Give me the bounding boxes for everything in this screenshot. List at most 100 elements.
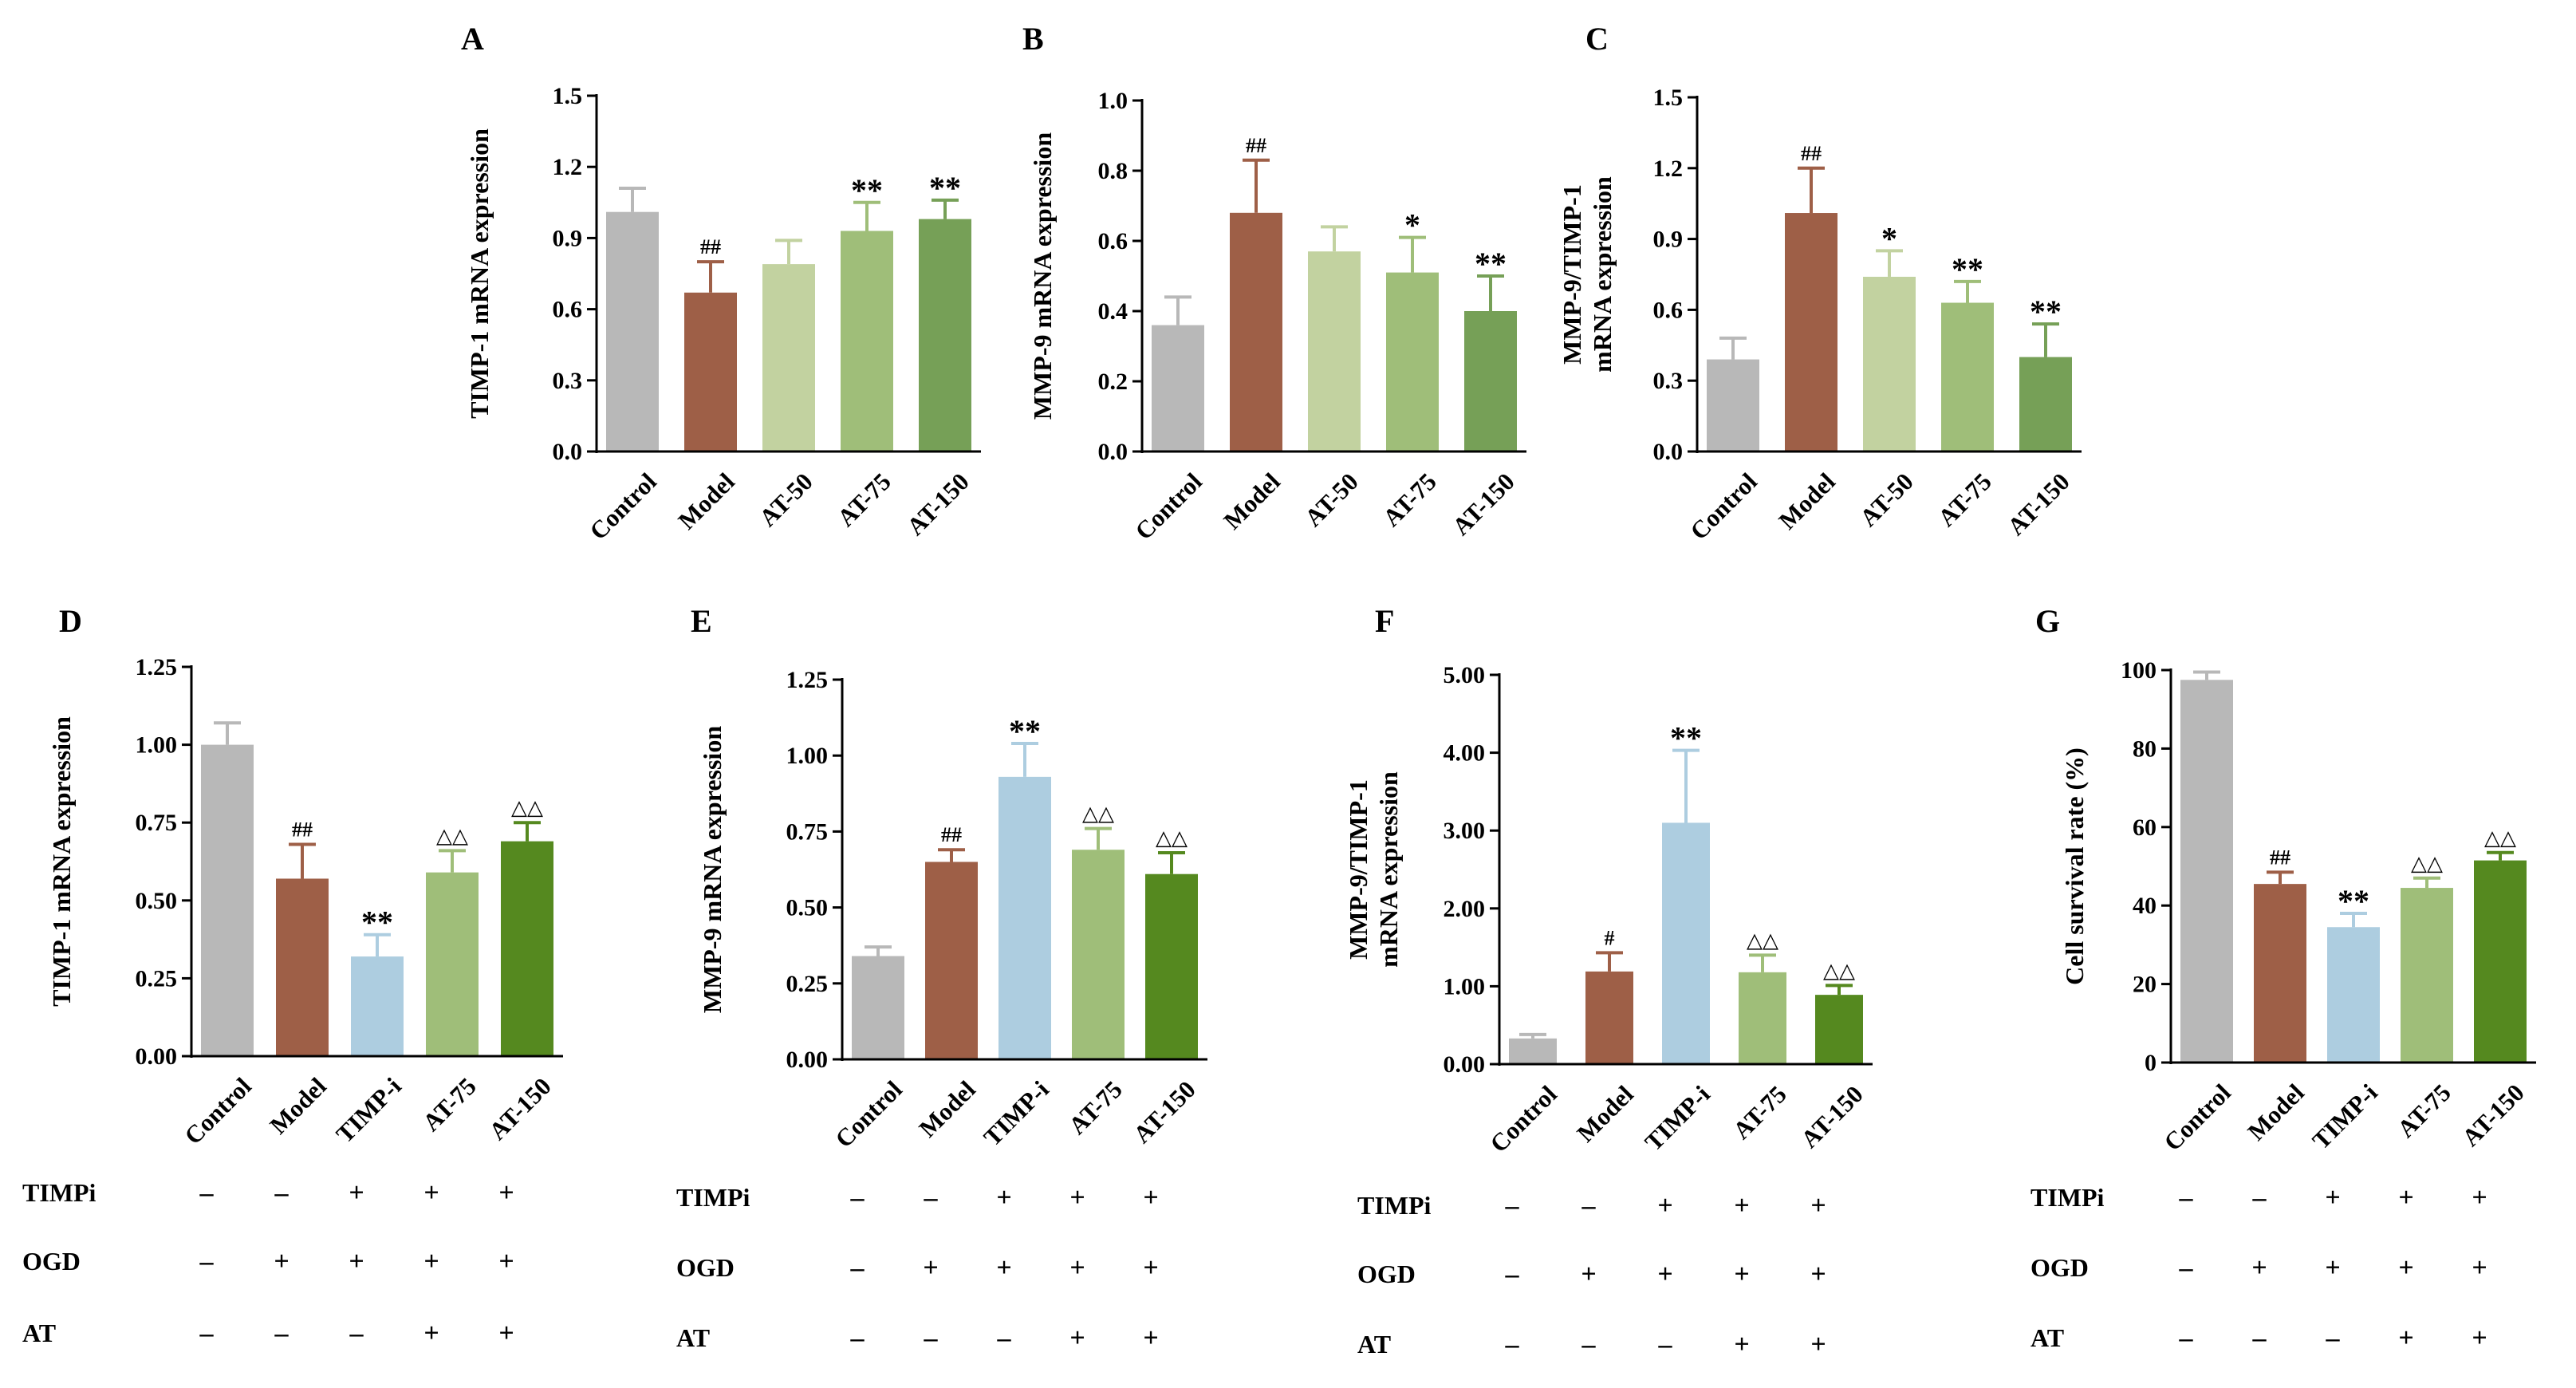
condition-mark: + (423, 1319, 439, 1348)
condition-table: TIMPi – – + + + OGD – + + + + AT – – – + + (22, 1178, 514, 1348)
category-label: Model (1571, 1080, 1639, 1148)
condition-mark: + (274, 1247, 289, 1276)
condition-label-at: AT (676, 1323, 710, 1352)
panel-letter: A (461, 21, 484, 57)
y-tick-label: 0.0 (1653, 439, 1684, 465)
y-tick-label: 60 (2133, 814, 2157, 841)
significance-label: # (1605, 926, 1615, 949)
condition-mark: – (850, 1253, 865, 1283)
y-axis-label: MMP-9 mRNA expression (698, 726, 727, 1013)
y-axis-label-line: mRNA expression (1374, 771, 1403, 968)
bar (1707, 359, 1759, 451)
category-label: Model (1773, 467, 1841, 535)
condition-label-ogd: OGD (2030, 1253, 2089, 1282)
y-tick-label: 0.75 (136, 810, 178, 836)
condition-label-timpi: TIMPi (2030, 1183, 2105, 1212)
y-tick-label: 4.00 (1444, 740, 1486, 767)
category-label: AT-150 (1128, 1075, 1201, 1149)
condition-label-timpi: TIMPi (22, 1178, 97, 1207)
condition-mark: + (1143, 1323, 1158, 1353)
condition-mark: + (2398, 1323, 2413, 1353)
bar (1662, 822, 1710, 1064)
y-axis-label: TIMP-1 mRNA expression (47, 716, 76, 1007)
condition-mark: + (996, 1183, 1011, 1213)
bar (684, 292, 737, 451)
condition-mark: + (1657, 1260, 1672, 1289)
condition-mark: + (423, 1247, 439, 1276)
category-label: Control (2158, 1078, 2236, 1157)
category-label: Control (1129, 467, 1207, 546)
condition-mark: + (1734, 1191, 1749, 1220)
y-axis-label: MMP-9/TIMP-1mRNA expression (1558, 176, 1617, 373)
category-label: AT-75 (1727, 1080, 1792, 1145)
y-tick-label: 100 (2121, 657, 2157, 684)
significance-label: △△ (2484, 826, 2516, 850)
bar (1230, 212, 1282, 451)
category-label: Model (672, 467, 740, 535)
bar (1585, 971, 1633, 1064)
chart-panel-a: A Control ## Model AT-50 ** AT-75 ** AT-150 0.0 0.… (461, 21, 981, 545)
y-tick-label: 0.0 (1098, 439, 1128, 465)
condition-mark: – (1505, 1191, 1520, 1220)
bar (998, 776, 1051, 1059)
category-label: AT-150 (2002, 467, 2075, 541)
condition-mark: + (1734, 1260, 1749, 1289)
condition-mark: – (2179, 1323, 2194, 1353)
condition-table: TIMPi – – + + + OGD – + + + + AT – – – + + (1357, 1191, 1826, 1359)
chart-panel-b: B Control ## Model AT-50 * AT-75 ** AT-150 0.0 0.2… (1022, 21, 1526, 545)
condition-mark: + (1810, 1260, 1826, 1289)
chart-panel-g: G Control ## Model ** TIMP-i △△ AT-75 △△ AT-150 0 2… (2030, 603, 2536, 1353)
category-label: AT-50 (1854, 467, 1919, 532)
y-tick-label: 1.5 (553, 83, 583, 109)
condition-mark: + (2398, 1253, 2413, 1283)
bar (201, 744, 254, 1056)
condition-mark: + (1581, 1260, 1596, 1289)
bar (1863, 276, 1916, 451)
category-label: AT-150 (901, 467, 975, 541)
category-label: Model (1218, 467, 1286, 535)
bar (2019, 357, 2072, 451)
y-tick-label: 1.25 (786, 667, 829, 693)
bar (1386, 272, 1439, 451)
y-tick-label: 0.9 (553, 225, 583, 251)
category-label: TIMP-i (978, 1075, 1054, 1152)
y-axis-label-line: MMP-9/TIMP-1 (1558, 184, 1586, 365)
condition-mark: – (2179, 1253, 2194, 1283)
condition-mark: – (2179, 1183, 2194, 1213)
bar (1072, 850, 1125, 1059)
condition-mark: – (997, 1323, 1012, 1353)
y-tick-label: 5.00 (1444, 662, 1486, 688)
y-tick-label: 3.00 (1444, 818, 1486, 844)
y-tick-label: 0.00 (136, 1043, 178, 1070)
condition-mark: + (2472, 1253, 2487, 1283)
y-tick-label: 1.2 (553, 154, 583, 180)
condition-label-at: AT (22, 1319, 56, 1347)
y-tick-label: 0.00 (786, 1047, 829, 1073)
condition-mark: + (349, 1247, 364, 1276)
significance-label: ## (1246, 134, 1266, 157)
bar (919, 219, 971, 451)
category-label: Control (829, 1075, 908, 1153)
condition-mark: + (498, 1319, 514, 1348)
y-tick-label: 0.0 (553, 439, 583, 465)
significance-label: ## (2270, 846, 2290, 869)
y-tick-label: 0.6 (1098, 228, 1128, 254)
condition-mark: – (2252, 1323, 2267, 1353)
bar (841, 231, 893, 451)
y-tick-label: 0.50 (136, 888, 178, 914)
chart-panel-d: D Control ## Model ** TIMP-i △△ AT-75 △△ AT-150 0.… (22, 603, 563, 1348)
bar (1308, 251, 1361, 451)
category-label: TIMP-i (1639, 1080, 1715, 1157)
significance-label: ## (941, 823, 962, 846)
condition-mark: + (1069, 1183, 1085, 1213)
category-label: TIMP-i (330, 1072, 407, 1149)
y-tick-label: 0.2 (1098, 369, 1128, 395)
y-axis-label-line: mRNA expression (1588, 176, 1617, 373)
significance-label: ** (2030, 294, 2062, 329)
condition-mark: – (1658, 1330, 1673, 1359)
bar (351, 956, 404, 1056)
condition-mark: – (924, 1323, 939, 1353)
category-label: Control (1684, 467, 1763, 546)
condition-mark: + (1810, 1330, 1826, 1359)
